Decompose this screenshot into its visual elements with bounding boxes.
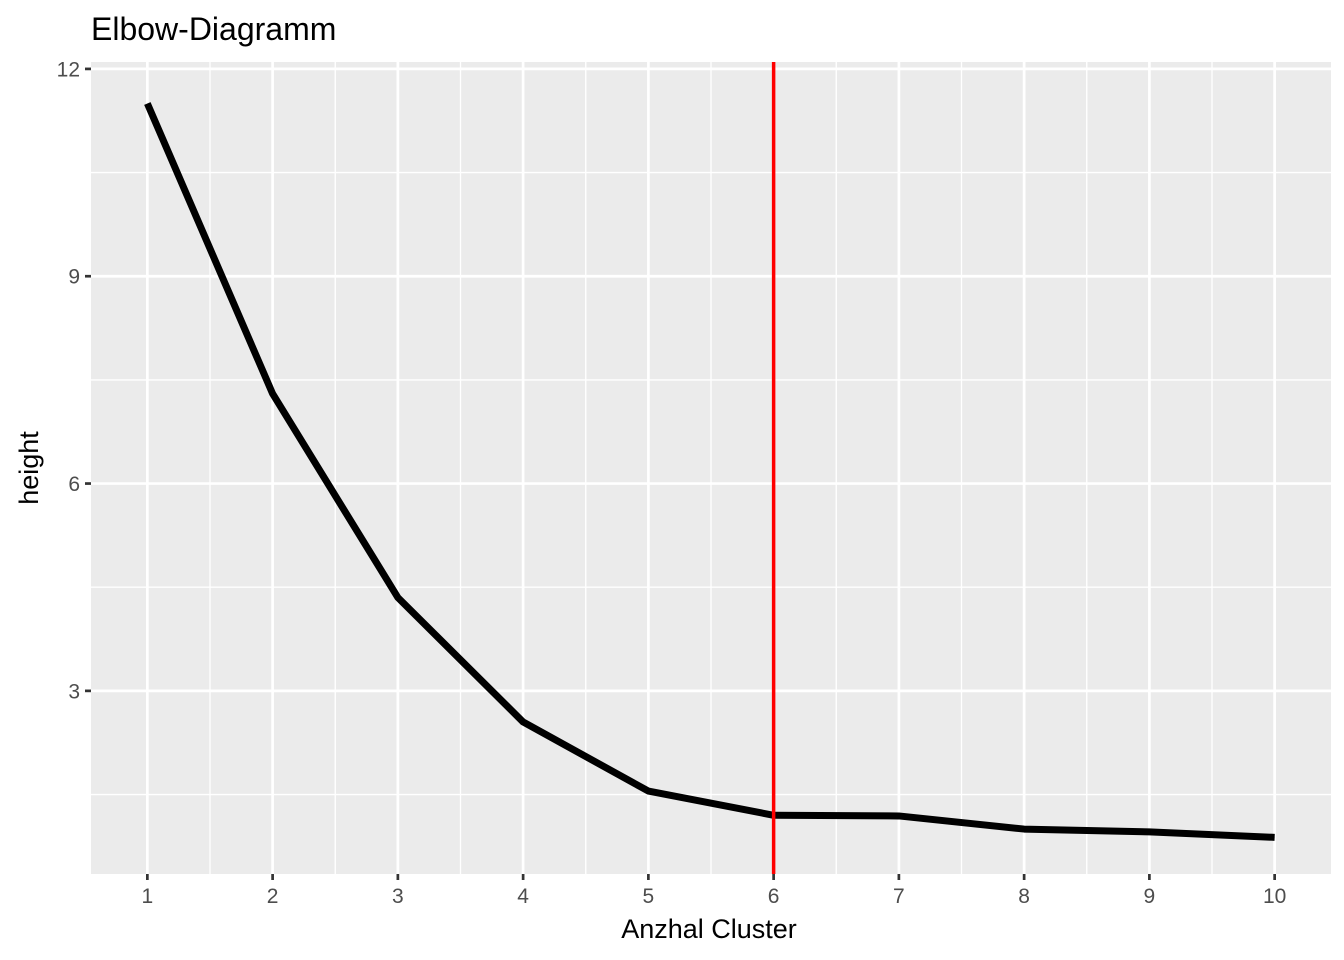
y-tick-label-2: 9	[68, 266, 80, 289]
y-tick-label-0: 3	[68, 680, 80, 703]
x-tick-label-6: 7	[893, 885, 905, 908]
x-axis: 1 2 3 4 5 6 7 8 9 10	[142, 874, 1286, 908]
x-tick-label-1: 2	[267, 885, 279, 908]
x-tick-label-3: 4	[517, 885, 529, 908]
y-axis-title: height	[14, 431, 44, 505]
x-tick-label-4: 5	[643, 885, 655, 908]
y-tick-label-3: 12	[57, 58, 80, 81]
x-tick-label-9: 10	[1263, 885, 1286, 908]
major-gridlines	[91, 62, 1331, 874]
x-axis-title: Anzhal Cluster	[621, 914, 797, 944]
x-tick-label-0: 1	[142, 885, 154, 908]
chart-title: Elbow-Diagramm	[91, 11, 336, 47]
series-line-0	[144, 102, 1275, 841]
y-tick-label-1: 6	[68, 473, 80, 496]
x-tick-label-2: 3	[392, 885, 404, 908]
y-axis: 3 6 9 12	[57, 58, 91, 703]
x-tick-label-7: 8	[1018, 885, 1030, 908]
x-tick-label-5: 6	[768, 885, 780, 908]
x-tick-label-8: 9	[1144, 885, 1156, 908]
minor-gridlines	[91, 62, 1331, 874]
